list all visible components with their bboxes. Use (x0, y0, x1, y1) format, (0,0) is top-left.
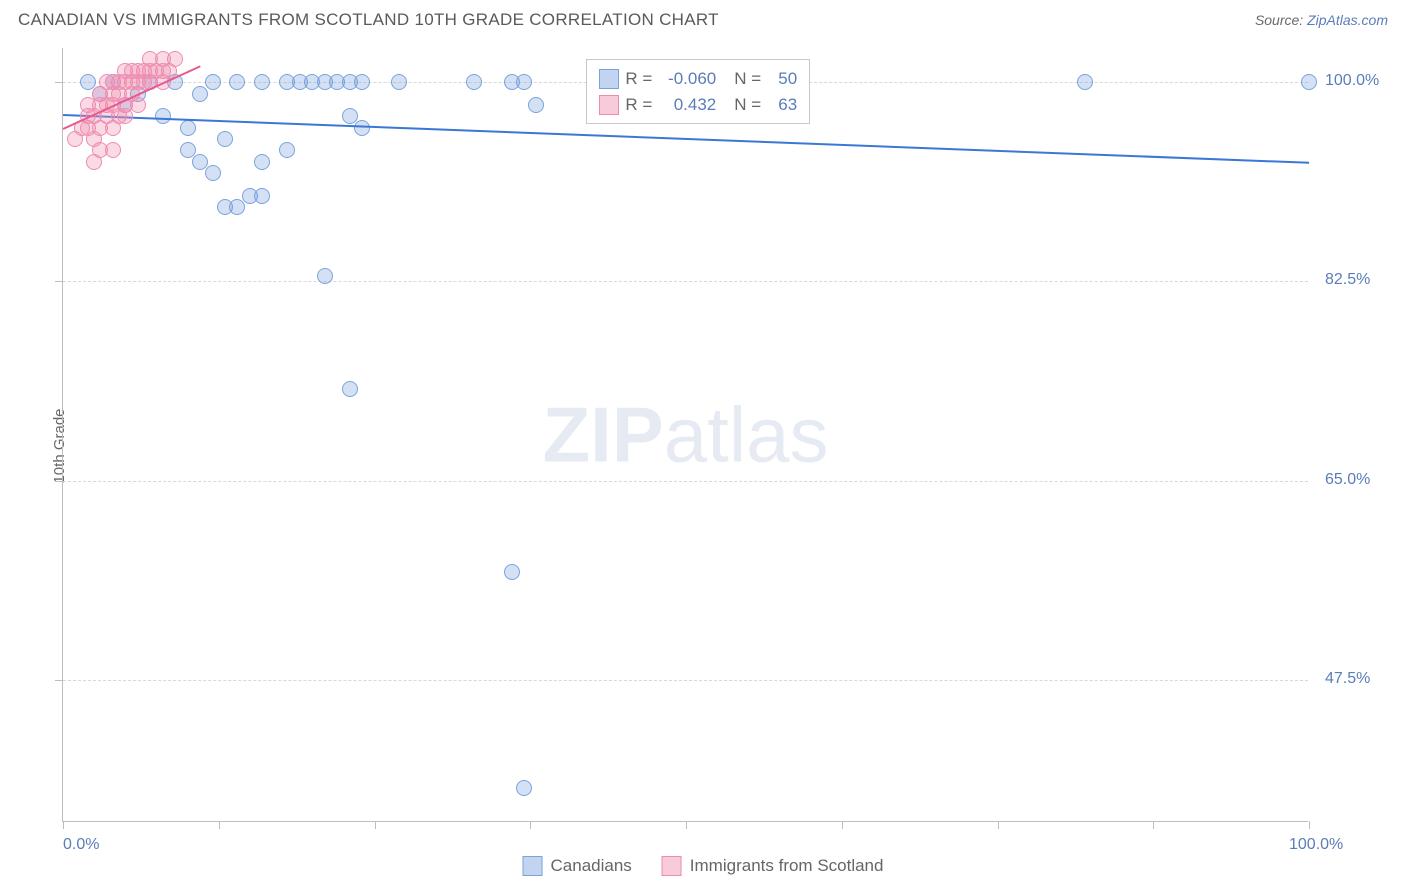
scatter-point (254, 188, 270, 204)
x-tick (998, 821, 999, 829)
scatter-point (1077, 74, 1093, 90)
scatter-point (342, 381, 358, 397)
scatter-point (105, 142, 121, 158)
scatter-point (86, 154, 102, 170)
y-tick-label: 100.0% (1325, 72, 1379, 90)
chart-title: CANADIAN VS IMMIGRANTS FROM SCOTLAND 10T… (18, 10, 719, 30)
stats-legend: R =-0.060 N =50 R =0.432 N =63 (586, 59, 810, 124)
scatter-point (217, 131, 233, 147)
scatter-point (155, 108, 171, 124)
y-tick (55, 281, 63, 282)
scatter-point (528, 97, 544, 113)
scatter-point (254, 74, 270, 90)
y-tick-label: 47.5% (1325, 670, 1370, 688)
legend-label: Immigrants from Scotland (690, 856, 884, 876)
y-tick (55, 680, 63, 681)
r-value: -0.060 (658, 66, 716, 92)
scatter-point (391, 74, 407, 90)
grid-line (63, 481, 1308, 482)
x-tick (1153, 821, 1154, 829)
scatter-point (354, 74, 370, 90)
scatter-point (192, 86, 208, 102)
scatter-point (466, 74, 482, 90)
x-tick (530, 821, 531, 829)
r-label: R = (625, 92, 652, 118)
watermark-light: atlas (664, 390, 829, 478)
legend-item: Immigrants from Scotland (662, 856, 884, 876)
watermark: ZIPatlas (542, 389, 828, 480)
stats-legend-row: R =-0.060 N =50 (599, 66, 797, 92)
scatter-point (504, 564, 520, 580)
legend-swatch (523, 856, 543, 876)
r-value: 0.432 (658, 92, 716, 118)
legend-swatch (662, 856, 682, 876)
scatter-point (279, 142, 295, 158)
scatter-point (180, 120, 196, 136)
y-tick (55, 481, 63, 482)
watermark-bold: ZIP (542, 390, 663, 478)
scatter-point (167, 51, 183, 67)
chart-header: CANADIAN VS IMMIGRANTS FROM SCOTLAND 10T… (0, 0, 1406, 36)
scatter-point (516, 780, 532, 796)
legend-swatch (599, 69, 619, 89)
legend-item: Canadians (523, 856, 632, 876)
x-tick (842, 821, 843, 829)
scatter-point (229, 74, 245, 90)
x-tick (686, 821, 687, 829)
legend-swatch (599, 95, 619, 115)
n-label: N = (734, 92, 761, 118)
scatter-point (130, 97, 146, 113)
x-tick (63, 821, 64, 829)
x-tick (375, 821, 376, 829)
r-label: R = (625, 66, 652, 92)
scatter-point (229, 199, 245, 215)
grid-line (63, 680, 1308, 681)
bottom-legend: Canadians Immigrants from Scotland (523, 856, 884, 876)
source-prefix: Source: (1255, 12, 1307, 28)
source-link[interactable]: ZipAtlas.com (1307, 12, 1388, 28)
legend-label: Canadians (551, 856, 632, 876)
n-value: 50 (767, 66, 797, 92)
y-tick-label: 82.5% (1325, 271, 1370, 289)
scatter-point (317, 268, 333, 284)
n-value: 63 (767, 92, 797, 118)
scatter-point (205, 165, 221, 181)
scatter-point (516, 74, 532, 90)
x-tick (219, 821, 220, 829)
scatter-point (205, 74, 221, 90)
source-attribution: Source: ZipAtlas.com (1255, 12, 1388, 28)
n-label: N = (734, 66, 761, 92)
y-tick (55, 82, 63, 83)
grid-line (63, 281, 1308, 282)
scatter-point (254, 154, 270, 170)
x-tick-label: 0.0% (63, 836, 99, 854)
x-tick-label: 100.0% (1289, 836, 1390, 854)
scatter-point (1301, 74, 1317, 90)
x-tick (1309, 821, 1310, 829)
plot-area: ZIPatlas 47.5%65.0%82.5%100.0%0.0%100.0%… (62, 48, 1308, 822)
y-tick-label: 65.0% (1325, 471, 1370, 489)
chart-container: ZIPatlas 47.5%65.0%82.5%100.0%0.0%100.0%… (62, 44, 1390, 844)
stats-legend-row: R =0.432 N =63 (599, 92, 797, 118)
